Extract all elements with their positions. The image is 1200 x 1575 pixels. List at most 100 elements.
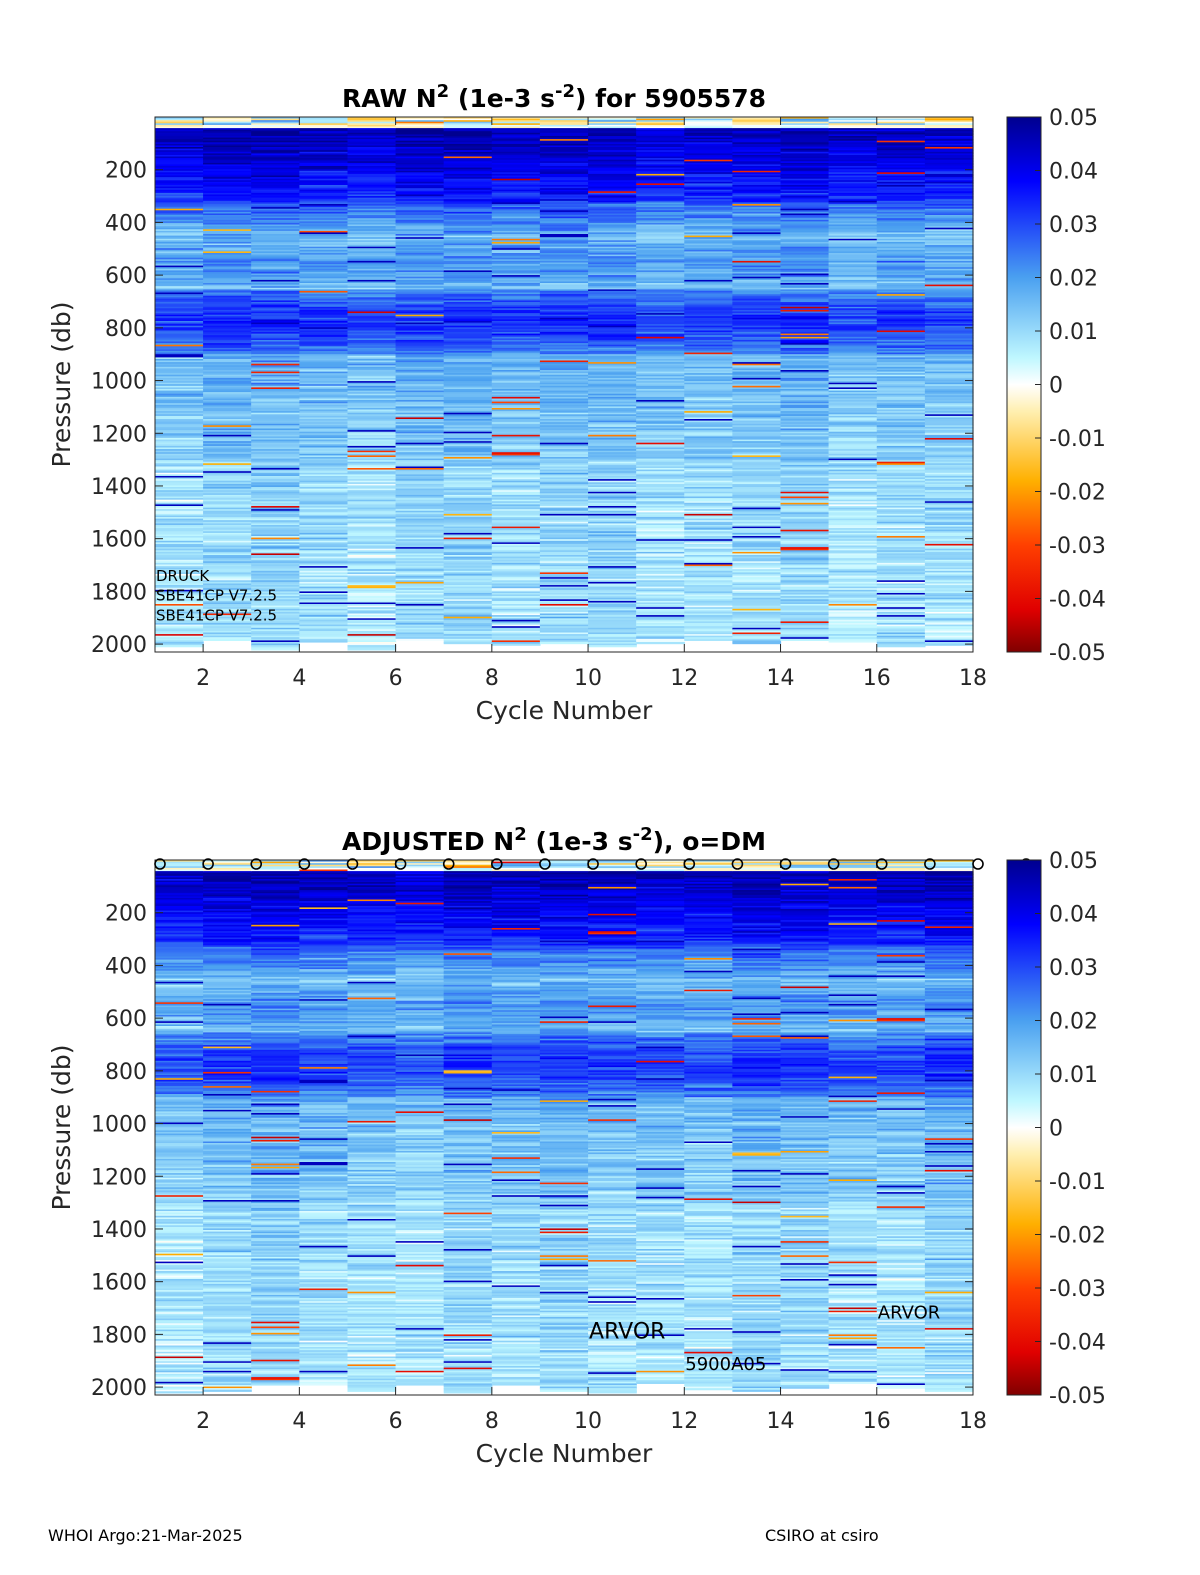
heatmap-cell — [203, 211, 252, 215]
heatmap-cell — [155, 161, 204, 164]
heatmap-cell — [203, 260, 252, 264]
heatmap-cell — [347, 189, 397, 192]
heatmap-cell — [299, 341, 349, 344]
heatmap-cell — [299, 204, 349, 207]
heatmap-cell — [155, 604, 204, 607]
heatmap-cell — [347, 196, 397, 199]
heatmap-cell — [251, 426, 300, 430]
heatmap-cell — [299, 286, 349, 289]
heatmap-cell — [203, 159, 252, 162]
heatmap-cell — [203, 373, 252, 376]
heatmap-cell — [155, 548, 204, 551]
heatmap-cell — [203, 298, 252, 301]
heatmap-cell — [299, 374, 349, 377]
heatmap-cell — [203, 275, 252, 278]
heatmap-cell — [203, 523, 252, 526]
heatmap-cell — [155, 596, 204, 599]
heatmap-cell — [203, 235, 252, 238]
heatmap-cell — [299, 134, 349, 137]
heatmap-cell — [299, 494, 349, 498]
heatmap-cell — [155, 305, 204, 308]
heatmap-cell — [684, 638, 733, 641]
heatmap-cell — [155, 234, 204, 237]
heatmap-cell — [155, 303, 204, 306]
heatmap-cell — [203, 332, 252, 335]
heatmap-cell — [203, 132, 252, 135]
heatmap-cell — [203, 400, 252, 403]
heatmap-cell — [251, 382, 300, 385]
heatmap-cell — [203, 362, 252, 365]
heatmap-cell — [203, 158, 252, 161]
heatmap-cell — [347, 164, 397, 167]
heatmap-cell — [155, 148, 204, 151]
heatmap-cell — [251, 570, 300, 573]
heatmap-cell — [155, 575, 204, 578]
heatmap-cell — [155, 434, 204, 437]
heatmap-cell — [203, 224, 252, 227]
heatmap-cell — [155, 352, 204, 355]
heatmap-cell — [155, 461, 204, 464]
heatmap-cell — [203, 525, 252, 528]
heatmap-cell — [299, 404, 349, 407]
heatmap-cell — [203, 517, 252, 520]
heatmap-cell — [732, 642, 782, 645]
heatmap-cell — [155, 316, 204, 319]
heatmap-cell — [203, 428, 252, 431]
heatmap-cell — [155, 169, 204, 172]
heatmap-cell — [155, 240, 204, 243]
heatmap-cell — [155, 547, 204, 550]
heatmap-cell — [203, 433, 252, 436]
heatmap-cell — [299, 175, 349, 178]
heatmap-cell — [299, 189, 349, 192]
heatmap-cell — [347, 172, 397, 175]
heatmap-cell — [347, 232, 397, 235]
heatmap-cell — [155, 555, 204, 558]
heatmap-cell — [203, 276, 252, 279]
heatmap-cell — [203, 365, 252, 368]
heatmap-cell — [203, 384, 252, 387]
heatmap-cell — [299, 191, 349, 194]
heatmap-cell — [299, 355, 349, 358]
heatmap-cell — [347, 128, 397, 131]
heatmap-cell — [155, 635, 204, 638]
heatmap-cell — [155, 173, 204, 177]
heatmap-cell — [251, 403, 300, 406]
heatmap-cell — [203, 458, 252, 461]
heatmap-cell — [203, 341, 252, 344]
heatmap-cell — [203, 619, 252, 622]
heatmap-cell — [251, 483, 300, 487]
heatmap-cell — [155, 534, 204, 537]
heatmap-cell — [155, 145, 204, 148]
heatmap-cell — [251, 419, 300, 422]
heatmap-cell — [299, 536, 349, 539]
heatmap-cell — [203, 340, 252, 343]
heatmap-cell — [155, 166, 204, 169]
heatmap-cell — [155, 200, 204, 203]
heatmap-cell — [203, 604, 252, 607]
heatmap-cell — [251, 404, 300, 407]
heatmap-cell — [299, 229, 349, 232]
heatmap-cell — [347, 166, 397, 169]
heatmap-cell — [251, 267, 300, 270]
heatmap-cell — [299, 148, 349, 151]
heatmap-cell — [299, 129, 349, 132]
heatmap-cell — [251, 290, 300, 294]
heatmap-cell — [155, 281, 204, 284]
heatmap-cell — [155, 314, 204, 317]
heatmap-cell — [251, 627, 300, 630]
heatmap-cell — [155, 643, 204, 646]
heatmap-cell — [155, 251, 204, 254]
heatmap-cell — [203, 234, 252, 237]
heatmap-cell — [299, 314, 349, 317]
heatmap-cell — [299, 169, 349, 172]
heatmap-cell — [203, 553, 252, 556]
heatmap-cell — [203, 461, 252, 464]
heatmap-cell — [251, 528, 300, 531]
heatmap-cell — [203, 150, 252, 153]
heatmap-cell — [251, 204, 300, 207]
heatmap-cell — [203, 284, 252, 287]
heatmap-cell — [203, 170, 252, 173]
heatmap-cell — [299, 436, 349, 439]
heatmap-cell — [203, 624, 252, 627]
heatmap-cell — [299, 281, 349, 284]
